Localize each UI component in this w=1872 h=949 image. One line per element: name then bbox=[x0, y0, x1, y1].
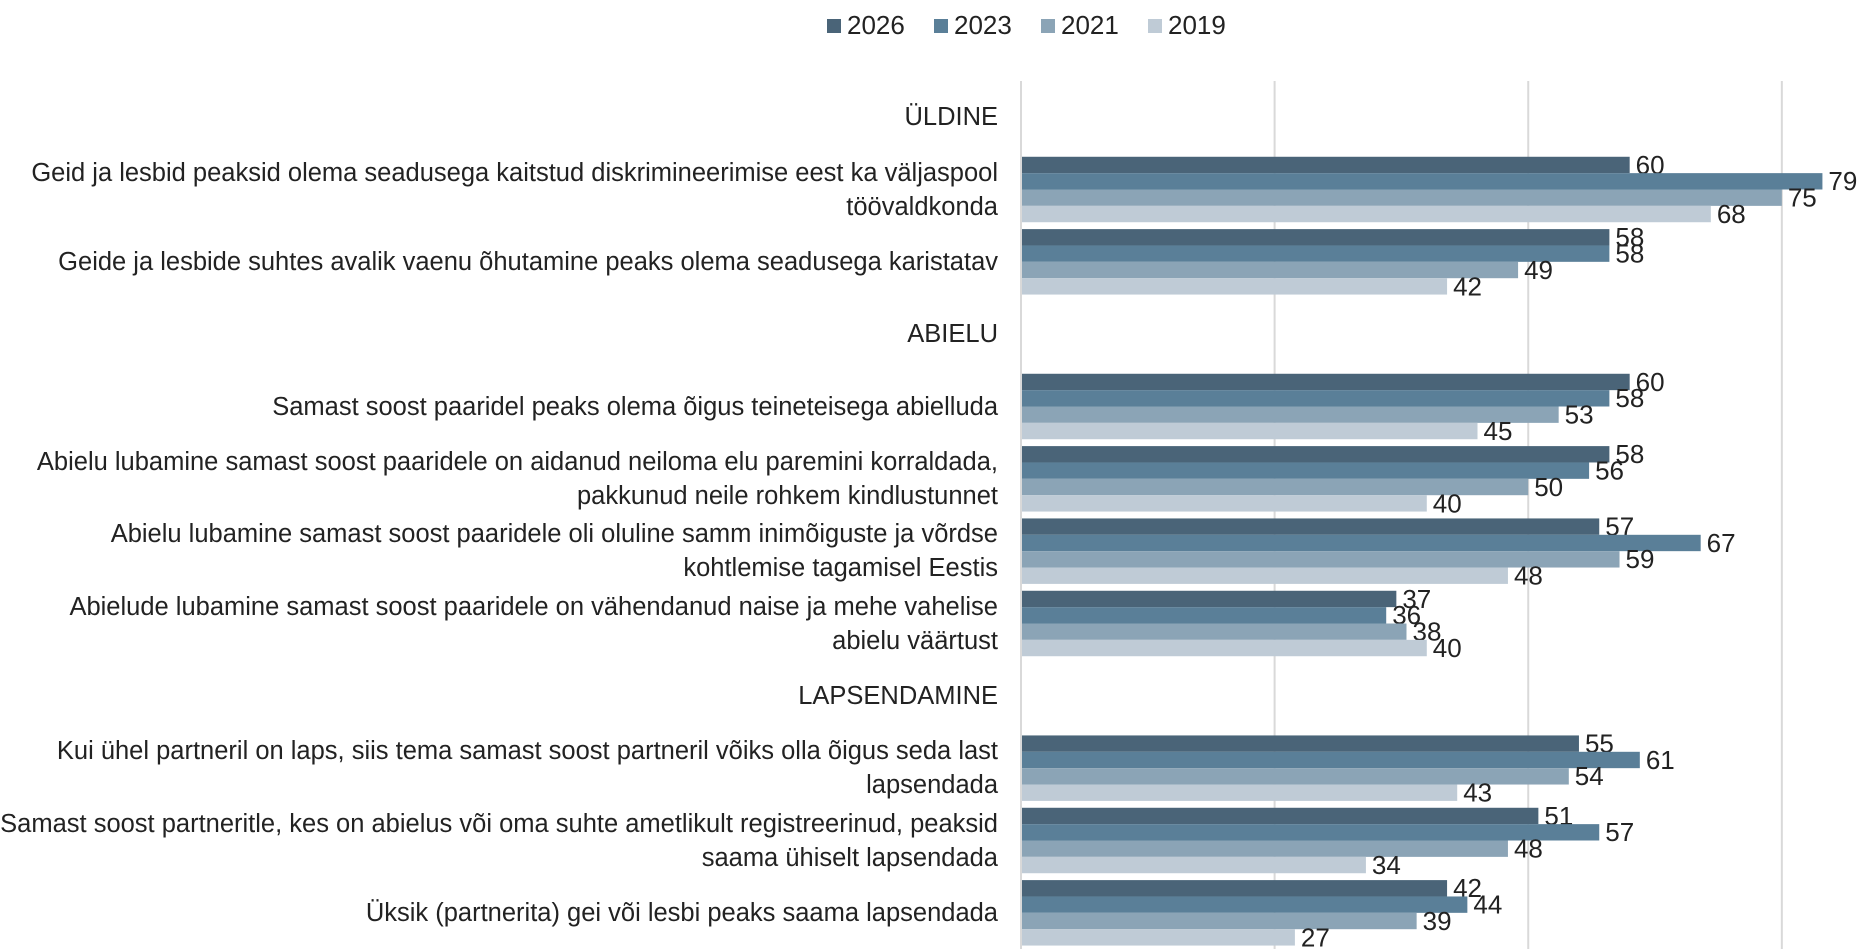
value-label: 39 bbox=[1423, 906, 1452, 936]
value-label: 54 bbox=[1575, 761, 1604, 791]
bar bbox=[1021, 784, 1458, 801]
value-label: 27 bbox=[1301, 922, 1330, 949]
value-label: 58 bbox=[1615, 222, 1644, 252]
value-label: 34 bbox=[1372, 850, 1401, 880]
category-label: Samast soost partneritle, kes on abielus… bbox=[0, 809, 998, 872]
value-label: 75 bbox=[1788, 183, 1817, 213]
bar bbox=[1021, 518, 1600, 535]
bar bbox=[1021, 551, 1620, 568]
value-label: 57 bbox=[1605, 817, 1634, 847]
category-label: Samast soost paaridel peaks olema õigus … bbox=[272, 392, 998, 421]
value-label: 40 bbox=[1433, 633, 1462, 663]
bar bbox=[1021, 607, 1387, 624]
bar bbox=[1021, 156, 1630, 174]
legend-label: 2021 bbox=[1061, 10, 1119, 40]
bar bbox=[1021, 856, 1366, 874]
bar bbox=[1021, 245, 1610, 262]
bar bbox=[1021, 735, 1579, 752]
value-label: 40 bbox=[1433, 488, 1462, 518]
category-label: Üksik (partnerita) gei või lesbi peaks s… bbox=[365, 898, 998, 927]
bar bbox=[1021, 567, 1508, 584]
bar bbox=[1021, 495, 1427, 512]
bar bbox=[1021, 261, 1519, 279]
bar bbox=[1021, 478, 1529, 496]
value-label: 68 bbox=[1717, 199, 1746, 229]
legend-swatch bbox=[1041, 19, 1055, 33]
value-label: 44 bbox=[1473, 890, 1502, 920]
bar bbox=[1021, 840, 1508, 857]
bar bbox=[1021, 929, 1295, 946]
category-label: Geid ja lesbid peaksid olema seadusega k… bbox=[31, 158, 998, 221]
legend-label: 2026 bbox=[847, 10, 905, 40]
legend-swatch bbox=[1148, 19, 1162, 33]
bar bbox=[1021, 590, 1397, 608]
value-label: 61 bbox=[1646, 745, 1675, 775]
value-label: 67 bbox=[1707, 528, 1736, 558]
value-label: 42 bbox=[1453, 271, 1482, 301]
bar bbox=[1021, 422, 1478, 440]
bar bbox=[1021, 173, 1823, 190]
value-label: 48 bbox=[1514, 561, 1543, 591]
bar bbox=[1021, 880, 1448, 897]
bar bbox=[1021, 623, 1407, 640]
value-label: 53 bbox=[1565, 400, 1594, 430]
value-label: 45 bbox=[1484, 416, 1513, 446]
category-label: Abielu lubamine samast soost paaridele o… bbox=[36, 447, 998, 510]
category-label: Geide ja lesbide suhtes avalik vaenu õhu… bbox=[58, 247, 998, 276]
category-label: LAPSENDAMINE bbox=[798, 681, 998, 710]
value-label: 50 bbox=[1534, 472, 1563, 502]
category-label: Kui ühel partneril on laps, siis tema sa… bbox=[56, 737, 998, 800]
bar bbox=[1021, 896, 1468, 913]
bar bbox=[1021, 462, 1590, 479]
bar bbox=[1021, 446, 1610, 463]
bar bbox=[1021, 534, 1701, 552]
category-label: ABIELU bbox=[907, 320, 998, 349]
bar bbox=[1021, 639, 1427, 657]
value-label: 37 bbox=[1402, 584, 1431, 614]
value-label: 79 bbox=[1828, 166, 1857, 196]
bar bbox=[1021, 406, 1559, 423]
value-label: 58 bbox=[1615, 383, 1644, 413]
bar bbox=[1021, 807, 1539, 825]
legend-swatch bbox=[934, 19, 948, 33]
value-label: 59 bbox=[1626, 544, 1655, 574]
legend-swatch bbox=[827, 19, 841, 33]
bar bbox=[1021, 189, 1782, 206]
category-label: ÜLDINE bbox=[904, 103, 998, 132]
bar bbox=[1021, 751, 1640, 769]
bar bbox=[1021, 824, 1600, 841]
legend-label: 2023 bbox=[954, 10, 1012, 40]
bar bbox=[1021, 278, 1448, 295]
bar bbox=[1021, 373, 1630, 391]
legend-label: 2019 bbox=[1168, 10, 1226, 40]
bar bbox=[1021, 390, 1610, 407]
category-label: Abielu lubamine samast soost paaridele o… bbox=[110, 520, 998, 583]
bar bbox=[1021, 229, 1610, 246]
bar bbox=[1021, 205, 1711, 223]
bar bbox=[1021, 912, 1417, 930]
category-label: Abielude lubamine samast soost paaridele… bbox=[69, 592, 998, 655]
bar bbox=[1021, 768, 1569, 785]
value-label: 43 bbox=[1463, 778, 1492, 808]
value-label: 56 bbox=[1595, 456, 1624, 486]
value-label: 58 bbox=[1615, 439, 1644, 469]
value-label: 58 bbox=[1615, 239, 1644, 269]
value-label: 60 bbox=[1636, 367, 1665, 397]
value-label: 49 bbox=[1524, 255, 1553, 285]
value-label: 48 bbox=[1514, 834, 1543, 864]
